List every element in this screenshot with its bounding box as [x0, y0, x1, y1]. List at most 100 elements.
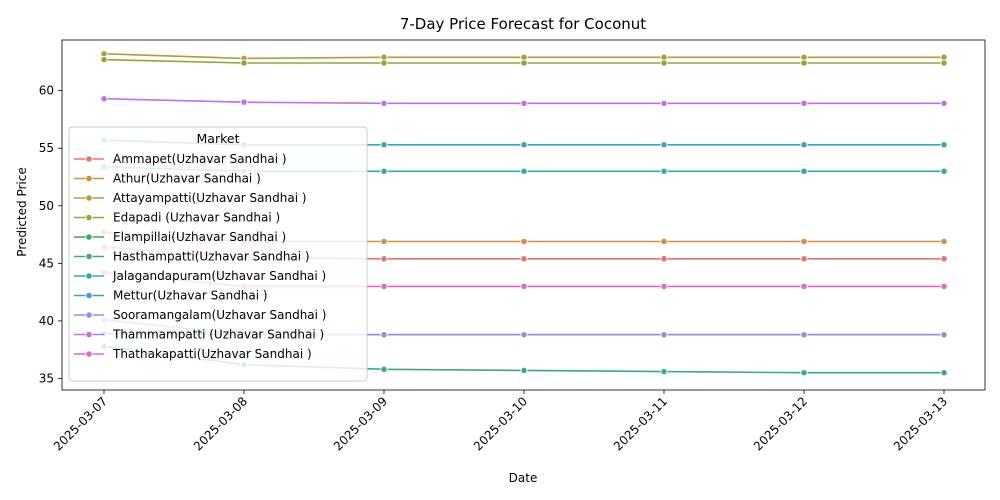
data-point — [800, 237, 808, 246]
legend-item: Thammampatti (Uzhavar Sandhai ) — [74, 328, 324, 342]
data-point — [660, 237, 668, 246]
chart-title: 7-Day Price Forecast for Coconut — [400, 15, 646, 33]
legend-item: Ammapet(Uzhavar Sandhai ) — [74, 152, 287, 166]
data-point — [660, 282, 668, 291]
data-point — [520, 331, 528, 339]
data-point — [660, 167, 668, 175]
legend-label: Edapadi (Uzhavar Sandhai ) — [113, 211, 280, 225]
data-point — [660, 255, 668, 263]
data-point — [520, 237, 528, 246]
x-tick-label: 2025-03-10 — [471, 394, 530, 453]
data-point — [380, 365, 388, 373]
legend-box — [68, 126, 368, 382]
data-point — [100, 95, 108, 103]
legend-label: Mettur(Uzhavar Sandhai ) — [113, 289, 268, 303]
data-point — [520, 99, 528, 107]
legend-label: Thathakapatti(Uzhavar Sandhai ) — [112, 347, 312, 361]
data-point — [380, 331, 388, 339]
data-point — [800, 59, 808, 67]
legend-item: Attayampatti(Uzhavar Sandhai ) — [74, 191, 307, 205]
data-point — [380, 167, 388, 175]
data-point — [940, 282, 948, 291]
y-tick-label: 45 — [39, 256, 54, 270]
x-axis-label: Date — [509, 471, 538, 485]
data-point — [800, 255, 808, 263]
data-point — [240, 98, 248, 106]
x-tick-label: 2025-03-09 — [331, 394, 390, 453]
legend: Market Ammapet(Uzhavar Sandhai ) Athur(Uzh… — [68, 126, 368, 382]
legend-label: Hasthampatti(Uzhavar Sandhai ) — [113, 250, 310, 264]
data-point — [660, 99, 668, 107]
data-point — [100, 55, 108, 64]
data-point — [940, 167, 948, 175]
legend-marker — [85, 330, 93, 339]
data-point — [940, 59, 948, 67]
data-point — [380, 141, 388, 149]
data-point — [660, 331, 668, 339]
y-tick-label: 50 — [39, 199, 54, 213]
y-axis-label: Predicted Price — [15, 167, 29, 256]
data-point — [940, 99, 948, 107]
data-point — [800, 167, 808, 175]
legend-item: Hasthampatti(Uzhavar Sandhai ) — [74, 250, 310, 264]
data-point — [800, 331, 808, 339]
legend-marker — [85, 194, 93, 202]
legend-marker — [85, 233, 93, 241]
x-axis-ticks: 2025-03-07 2025-03-08 2025-03-09 2025-03-10… — [51, 390, 950, 453]
series-4 — [100, 55, 948, 67]
data-point — [800, 99, 808, 107]
legend-marker — [85, 213, 93, 222]
legend-marker — [85, 291, 93, 300]
data-point — [380, 99, 388, 107]
data-point — [380, 237, 388, 246]
data-point — [660, 59, 668, 67]
data-point — [940, 141, 948, 149]
x-tick-label: 2025-03-11 — [611, 394, 670, 453]
data-point — [520, 282, 528, 291]
data-point — [940, 237, 948, 246]
legend-marker — [85, 174, 93, 183]
x-tick-label: 2025-03-12 — [751, 394, 810, 453]
data-point — [380, 255, 388, 263]
legend-label: Jalagandapuram(Uzhavar Sandhai ) — [112, 269, 326, 283]
data-point — [940, 369, 948, 377]
x-tick-label: 2025-03-08 — [191, 394, 250, 453]
legend-item: Mettur(Uzhavar Sandhai ) — [74, 289, 268, 303]
legend-item: Jalagandapuram(Uzhavar Sandhai ) — [74, 269, 326, 283]
data-point — [800, 369, 808, 377]
data-point — [380, 282, 388, 291]
legend-label: Thammampatti (Uzhavar Sandhai ) — [112, 328, 324, 342]
legend-label: Sooramangalam(Uzhavar Sandhai ) — [113, 308, 327, 322]
data-point — [940, 255, 948, 263]
legend-title: Market — [197, 131, 240, 146]
legend-marker — [85, 311, 93, 319]
data-point — [800, 282, 808, 291]
data-point — [940, 331, 948, 339]
data-point — [380, 59, 388, 67]
legend-label: Elampillai(Uzhavar Sandhai ) — [113, 230, 286, 244]
legend-marker — [85, 155, 93, 163]
legend-item: Athur(Uzhavar Sandhai ) — [74, 172, 261, 186]
data-point — [660, 141, 668, 149]
data-point — [520, 141, 528, 149]
y-axis-ticks: 35 40 45 50 55 60 — [39, 84, 62, 385]
series-10 — [100, 95, 948, 107]
data-point — [520, 59, 528, 67]
data-point — [240, 59, 248, 67]
data-point — [520, 366, 528, 375]
legend-item: Thathakapatti(Uzhavar Sandhai ) — [74, 347, 312, 361]
y-tick-label: 55 — [39, 141, 54, 155]
y-tick-label: 35 — [39, 371, 54, 385]
y-tick-label: 40 — [39, 314, 54, 328]
legend-item: Sooramangalam(Uzhavar Sandhai ) — [74, 308, 327, 322]
legend-item: Elampillai(Uzhavar Sandhai ) — [74, 230, 286, 244]
legend-label: Attayampatti(Uzhavar Sandhai ) — [113, 191, 307, 205]
data-point — [520, 255, 528, 263]
y-tick-label: 60 — [39, 84, 54, 98]
data-point — [800, 141, 808, 149]
legend-marker — [85, 350, 93, 358]
x-tick-label: 2025-03-07 — [51, 394, 110, 453]
data-point — [520, 167, 528, 175]
legend-marker — [85, 252, 93, 261]
